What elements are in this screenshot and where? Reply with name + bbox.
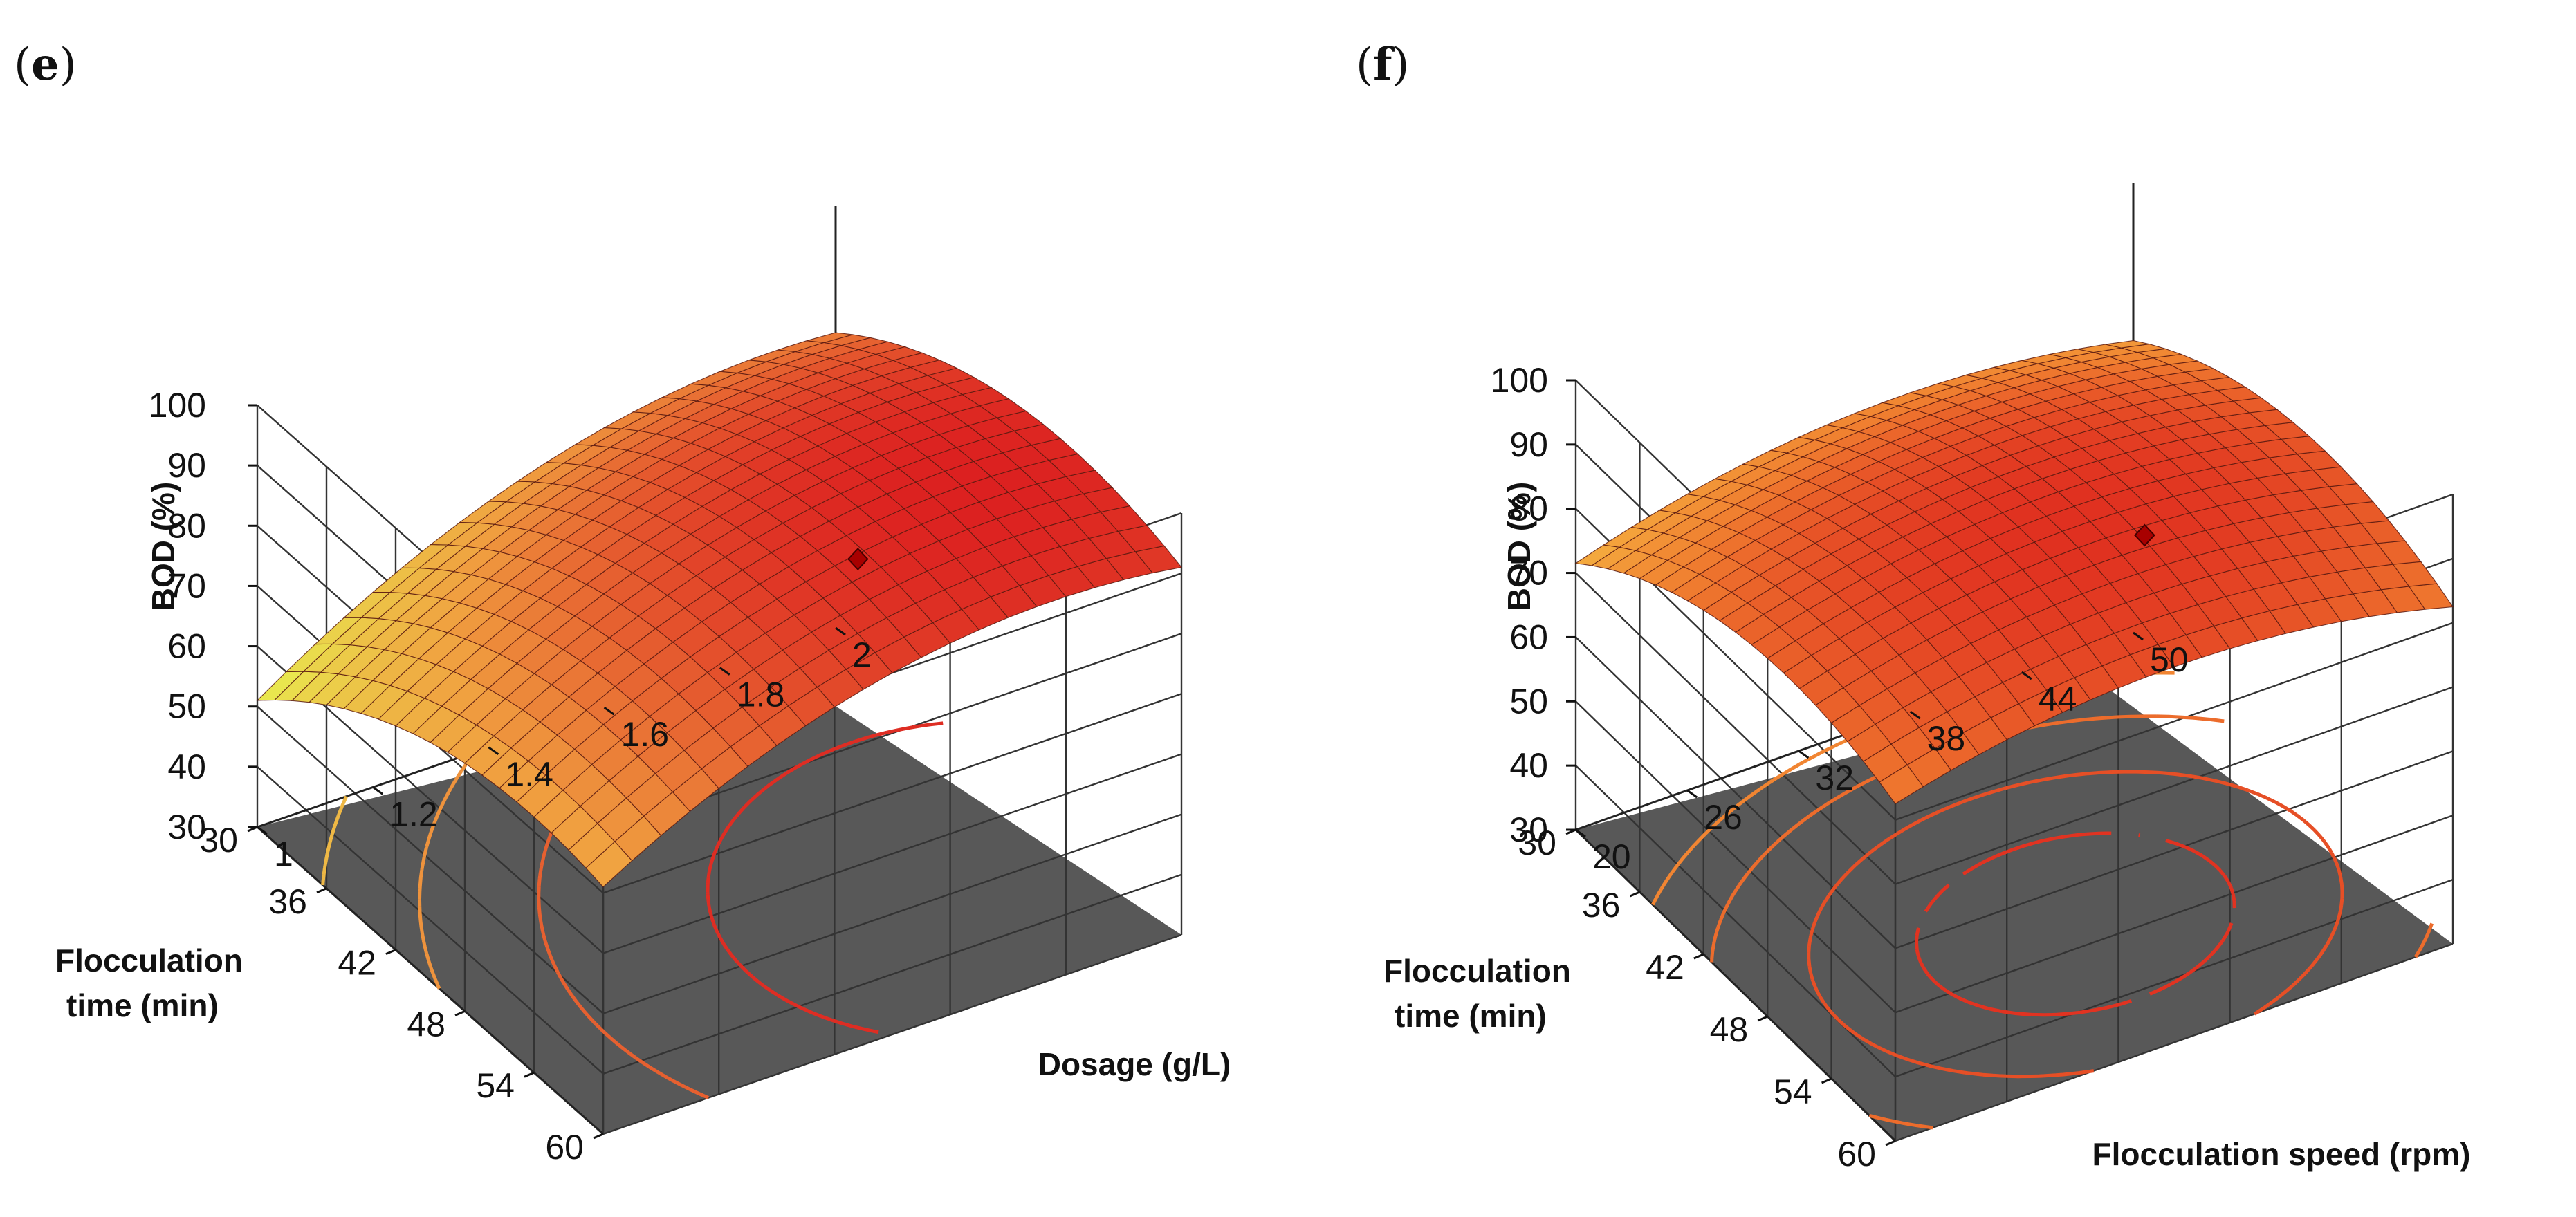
- z-tick-label: 90: [1509, 425, 1548, 464]
- y-tick-mark: [1629, 891, 1640, 898]
- y-tick-mark: [1757, 1015, 1768, 1022]
- y-tick-label: 36: [1582, 886, 1621, 925]
- z-tick-label: 70: [1509, 554, 1548, 593]
- y-tick-mark: [1565, 828, 1576, 835]
- x-tick-label: 1.6: [621, 715, 670, 754]
- x-tick-mark: [835, 626, 846, 636]
- z-tick-label: 30: [167, 808, 206, 846]
- panel-label: (e): [14, 39, 77, 91]
- x-tick-mark: [257, 826, 268, 835]
- z-axis-title: BOD (%): [1501, 482, 1537, 611]
- x-tick-mark: [2021, 671, 2032, 680]
- y-tick-label: 54: [476, 1066, 515, 1105]
- y-tick-mark: [247, 826, 258, 833]
- y-axis-title-line2: time (min): [66, 987, 219, 1023]
- z-tick-label: 60: [1509, 617, 1548, 656]
- x-tick-label: 1.4: [505, 755, 553, 794]
- x-axis-title: Dosage (g/L): [1038, 1046, 1231, 1082]
- y-tick-label: 42: [1646, 948, 1684, 987]
- y-axis-title-line2: time (min): [1395, 998, 1547, 1034]
- y-tick-mark: [454, 1010, 466, 1016]
- z-tick-label: 50: [167, 687, 206, 726]
- x-tick-mark: [603, 706, 615, 716]
- x-tick-label: 38: [1927, 719, 1966, 758]
- panel-label: (f): [1356, 39, 1409, 91]
- z-tick-label: 50: [1509, 682, 1548, 721]
- x-tick-label: 50: [2150, 640, 2189, 679]
- floor-edge-y: [1574, 828, 1897, 1142]
- x-tick-mark: [2133, 631, 2144, 641]
- y-tick-mark: [1693, 953, 1704, 960]
- y-tick-label: 36: [268, 882, 307, 921]
- x-tick-label: 1.8: [737, 676, 785, 714]
- z-tick-label: 40: [1509, 746, 1548, 785]
- x-tick-mark: [1575, 828, 1586, 838]
- design-point-marker: [2134, 523, 2155, 547]
- z-tick-label: 80: [1509, 490, 1548, 528]
- y-tick-label: 48: [407, 1005, 445, 1043]
- z-tick-label: 80: [167, 506, 206, 545]
- surface-mesh: [1574, 340, 2454, 805]
- y-tick-label: 60: [1837, 1135, 1876, 1173]
- y-tick-label: 42: [338, 944, 376, 983]
- x-tick-label: 44: [2039, 680, 2077, 718]
- y-tick-label: 48: [1710, 1010, 1749, 1049]
- y-tick-label: 60: [545, 1128, 584, 1167]
- panel-e-chart: (e) 30 40 50 60 70 80 90 100 1 1.2 1.4 1.6 1.8 2 30 36 42…: [14, 39, 1231, 1167]
- x-tick-label: 26: [1704, 798, 1742, 837]
- contour-line: [418, 750, 477, 990]
- contour-line: [321, 795, 348, 886]
- y-tick-mark: [524, 1071, 535, 1078]
- y-tick-label: 30: [1518, 824, 1556, 862]
- z-axis-title: BOD (%): [145, 482, 181, 611]
- contour-line: [1807, 770, 2344, 1079]
- z-tick-label: 30: [1509, 810, 1548, 849]
- panel-f-chart: (f) 30 40 50 60 70 80 90 100 20 26 32 38 44 50 30 36 42 48…: [1356, 39, 2470, 1173]
- x-tick-mark: [372, 786, 384, 795]
- x-tick-label: 1: [274, 835, 293, 873]
- z-tick-label: 90: [167, 446, 206, 485]
- x-tick-label: 1.2: [389, 795, 438, 833]
- surface-mesh: [256, 332, 1183, 888]
- y-axis-title-line1: Flocculation: [55, 942, 243, 978]
- z-tick-label: 70: [167, 566, 206, 605]
- y-tick-mark: [316, 887, 327, 894]
- z-tick-label: 100: [149, 386, 206, 425]
- floor-plane: [1576, 689, 2453, 1141]
- y-tick-label: 30: [199, 821, 238, 860]
- x-tick-mark: [1909, 710, 1921, 720]
- y-tick-mark: [593, 1133, 604, 1140]
- x-tick-mark: [488, 746, 499, 756]
- x-tick-mark: [1798, 750, 1810, 759]
- z-tick-label: 60: [167, 627, 206, 666]
- surface-cell: [2105, 340, 2150, 349]
- surface-cell: [807, 332, 854, 343]
- floor-edge-y: [257, 826, 604, 1135]
- contour-line: [1915, 831, 2236, 1017]
- contour-line: [706, 721, 944, 1034]
- x-tick-mark: [1686, 789, 1698, 799]
- y-axis-title-line1: Flocculation: [1383, 953, 1571, 989]
- x-tick-label: 20: [1592, 837, 1631, 876]
- z-tick-label: 100: [1491, 361, 1548, 400]
- y-tick-mark: [1821, 1077, 1832, 1084]
- x-tick-mark: [719, 667, 730, 676]
- z-tick-label: 40: [167, 747, 206, 786]
- x-tick-label: 2: [852, 635, 872, 674]
- y-tick-mark: [1885, 1140, 1896, 1146]
- y-tick-label: 54: [1774, 1072, 1812, 1111]
- y-tick-mark: [385, 949, 396, 955]
- x-tick-label: 32: [1815, 759, 1854, 797]
- design-point-marker: [847, 548, 869, 570]
- x-axis-title: Flocculation speed (rpm): [2092, 1136, 2471, 1172]
